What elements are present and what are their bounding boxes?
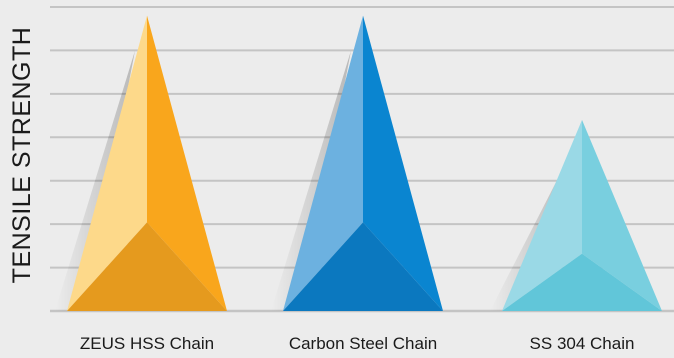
pyramid-shadow: [271, 50, 351, 311]
pyramid-face-front: [67, 222, 227, 311]
pyramid-face-front: [502, 253, 662, 311]
pyramids: [55, 15, 662, 312]
x-axis-labels: ZEUS HSS Chain Carbon Steel Chain SS 304 C…: [80, 334, 635, 353]
y-axis-label: TENSILE STRENGTH: [8, 27, 36, 284]
x-tick-label-zeus-hss-chain: ZEUS HSS Chain: [80, 334, 214, 353]
pyramid-face-left: [67, 15, 147, 311]
pyramid-face-front: [283, 222, 443, 311]
x-tick-label-carbon-steel-chain: Carbon Steel Chain: [289, 334, 437, 353]
pyramid-carbon-steel-chain: [271, 15, 443, 311]
pyramid-zeus-hss-chain: [55, 15, 227, 311]
pyramid-face-left: [283, 15, 363, 311]
x-tick-label-ss-304-chain: SS 304 Chain: [530, 334, 635, 353]
pyramid-shadow: [490, 154, 570, 311]
pyramid-face-left: [502, 119, 582, 312]
pyramid-face-right: [363, 15, 443, 311]
pyramid-face-right: [147, 15, 227, 311]
pyramid-face-right: [582, 119, 662, 312]
pyramid-shadow: [55, 50, 135, 311]
pyramid-ss-304-chain: [490, 119, 662, 312]
